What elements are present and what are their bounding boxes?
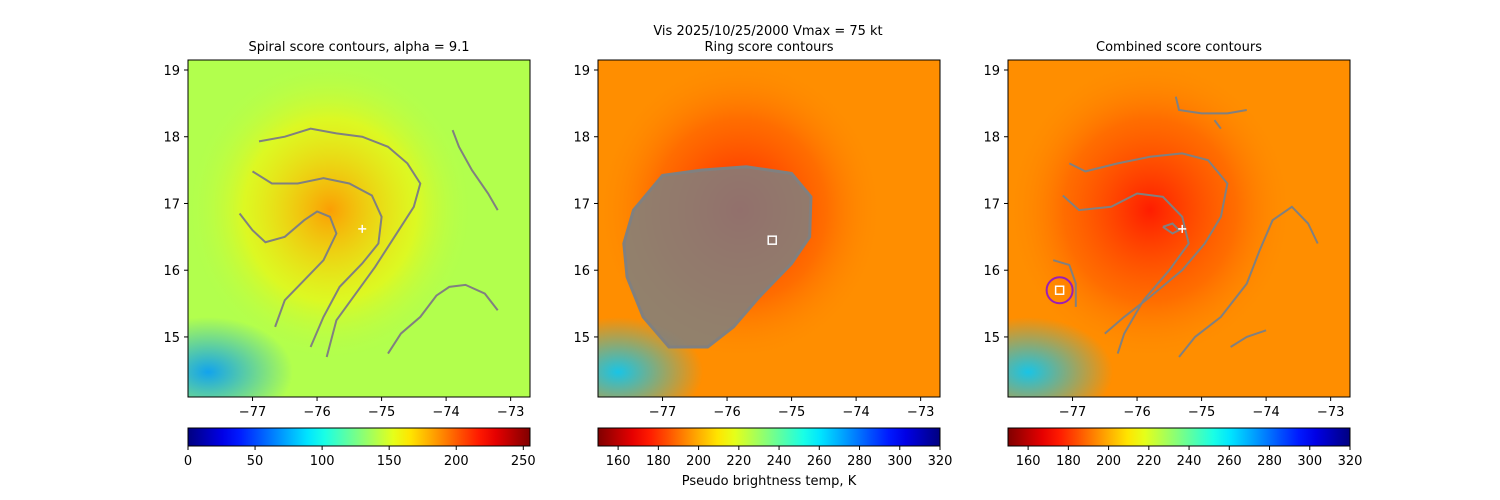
colorbar — [187, 427, 531, 447]
x-tick-label: −73 — [497, 405, 524, 420]
colorbar-tick-label: 160 — [1016, 454, 1041, 469]
x-tick-label: −73 — [907, 405, 934, 420]
colorbar-tick-label: 300 — [1297, 454, 1322, 469]
x-tick-label: −77 — [649, 405, 676, 420]
center-marker — [1178, 224, 1187, 233]
colorbar-tick-label: 200 — [686, 454, 711, 469]
figure-suptitle: Vis 2025/10/25/2000 Vmax = 75 kt — [653, 24, 882, 39]
contour-line — [251, 170, 383, 348]
y-tick-label: 16 — [983, 264, 1000, 279]
panel-3: Combined score contours −77 −76 −75 −74 −73 15… — [983, 40, 1363, 469]
x-tick-label: −75 — [778, 405, 805, 420]
ring-score-region — [622, 165, 813, 349]
y-tick-label: 19 — [163, 64, 180, 79]
y-tick-label: 15 — [573, 331, 590, 346]
axes-frame — [1007, 59, 1351, 398]
contour-line — [1068, 152, 1229, 335]
y-tick-label: 18 — [983, 131, 1000, 146]
colorbar-tick-label: 100 — [310, 454, 335, 469]
colorbar-tick-label: 320 — [1338, 454, 1363, 469]
colorbar-label: Pseudo brightness temp, K — [682, 474, 857, 489]
colorbar-tick-label: 260 — [807, 454, 832, 469]
y-tick-label: 15 — [983, 331, 1000, 346]
heatmap-core — [1008, 60, 1294, 362]
colorbar — [597, 427, 941, 447]
colorbar-tick-label: 240 — [1177, 454, 1202, 469]
contour-line — [1052, 259, 1077, 307]
center-marker — [358, 224, 367, 233]
heatmap-southwest — [1008, 317, 1113, 397]
panel-1: Spiral score contours, alpha = 9.1 −77 −76… — [163, 40, 536, 469]
center-marker — [767, 235, 777, 245]
colorbar-tick-label: 220 — [726, 454, 751, 469]
colorbar-tick-label: 320 — [928, 454, 953, 469]
y-tick-label: 19 — [573, 64, 590, 79]
colorbar-tick-label: 0 — [184, 454, 192, 469]
x-tick-label: −77 — [1059, 405, 1086, 420]
heatmap-core — [188, 60, 474, 362]
colorbar-tick-label: 160 — [606, 454, 631, 469]
x-tick-label: −76 — [303, 405, 330, 420]
contour-line — [238, 210, 338, 328]
x-tick-label: −75 — [1188, 405, 1215, 420]
colorbar-tick-label: 200 — [1096, 454, 1121, 469]
y-tick-label: 17 — [163, 197, 180, 212]
x-tick-label: −74 — [842, 405, 869, 420]
colorbar-tick-label: 150 — [377, 454, 402, 469]
contour-line — [387, 283, 499, 355]
x-tick-label: −76 — [713, 405, 740, 420]
contour-line — [1213, 119, 1222, 130]
contour-line — [258, 127, 422, 358]
y-tick-label: 17 — [983, 197, 1000, 212]
colorbar-tick-label: 180 — [1056, 454, 1081, 469]
contour-line — [1062, 192, 1190, 354]
panel-2: Ring score contours −77 −76 −75 −74 −73 15 16 17… — [573, 40, 953, 469]
x-tick-label: −75 — [368, 405, 395, 420]
colorbar-tick-label: 280 — [847, 454, 872, 469]
heatmap-southwest — [188, 317, 293, 397]
colorbar-tick-label: 300 — [887, 454, 912, 469]
axes-frame — [187, 59, 531, 398]
contour-line — [1178, 205, 1319, 358]
best-center-circle — [1045, 276, 1074, 305]
colorbar-tick-label: 240 — [767, 454, 792, 469]
y-tick-label: 18 — [573, 131, 590, 146]
y-tick-label: 16 — [163, 264, 180, 279]
x-tick-label: −73 — [1317, 405, 1344, 420]
contour-line — [1230, 329, 1267, 348]
contour-line — [1162, 222, 1181, 235]
y-tick-label: 17 — [573, 197, 590, 212]
colorbar — [1007, 427, 1351, 447]
colorbar-tick-label: 50 — [247, 454, 264, 469]
best-center-marker — [1054, 285, 1065, 295]
colorbar-tick-label: 260 — [1217, 454, 1242, 469]
panel-title: Ring score contours — [704, 40, 833, 55]
x-tick-label: −74 — [432, 405, 459, 420]
colorbar-tick-label: 200 — [444, 454, 469, 469]
y-tick-label: 19 — [983, 64, 1000, 79]
axes-frame — [597, 59, 941, 398]
colorbar-tick-label: 180 — [646, 454, 671, 469]
contour-line — [1174, 96, 1247, 115]
panel-title: Combined score contours — [1096, 40, 1262, 55]
colorbar-tick-label: 250 — [511, 454, 536, 469]
panel-title: Spiral score contours, alpha = 9.1 — [248, 40, 469, 55]
colorbar-tick-label: 280 — [1257, 454, 1282, 469]
colorbar-tick-label: 220 — [1136, 454, 1161, 469]
x-tick-label: −77 — [239, 405, 266, 420]
y-tick-label: 18 — [163, 131, 180, 146]
x-tick-label: −76 — [1123, 405, 1150, 420]
contour-line — [451, 129, 499, 211]
y-tick-label: 15 — [163, 331, 180, 346]
x-tick-label: −74 — [1252, 405, 1279, 420]
y-tick-label: 16 — [573, 264, 590, 279]
